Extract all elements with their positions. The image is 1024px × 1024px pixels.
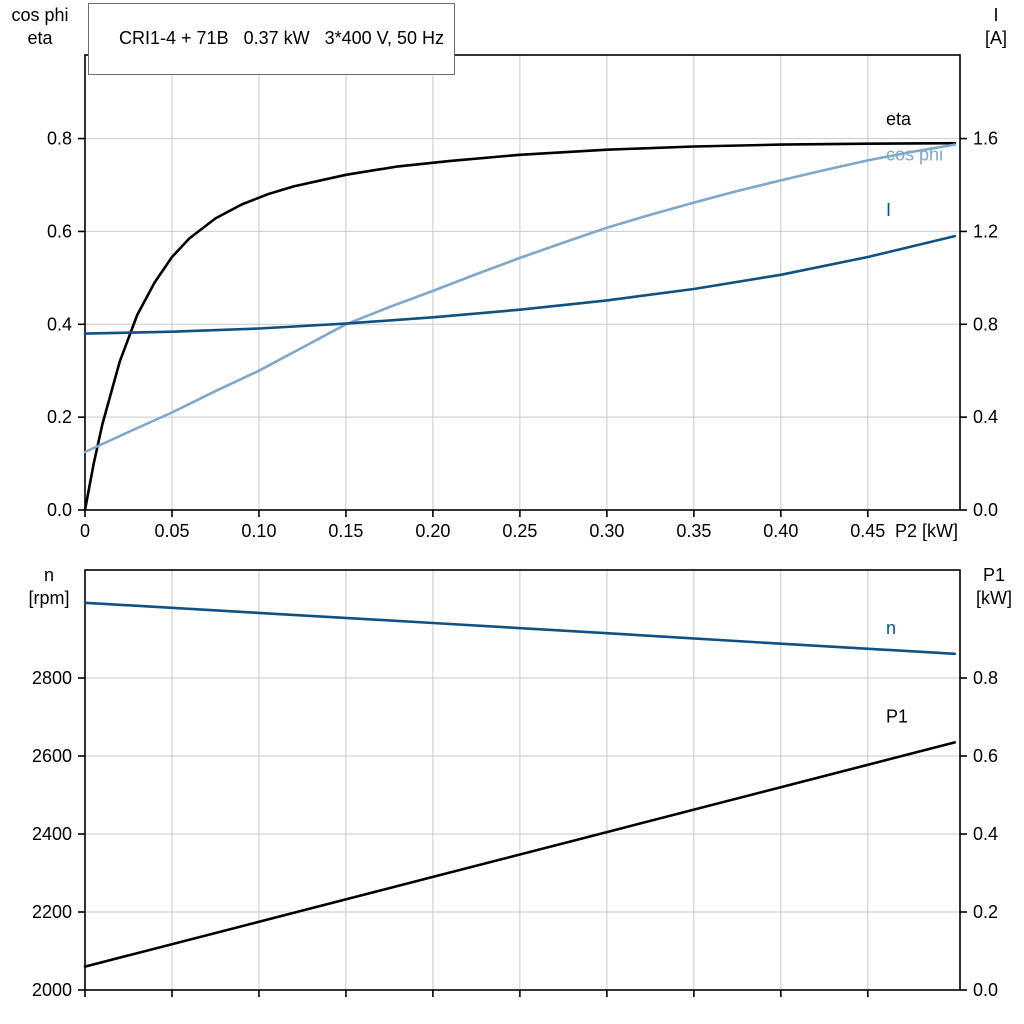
tick-label-bottom: 0.45: [850, 521, 885, 541]
tick-label-left: 0.6: [47, 221, 72, 241]
curve-I: [83, 234, 957, 335]
plot-frame: [84, 569, 961, 991]
tick-label-right: 0.2: [973, 902, 998, 922]
tick-label-left: 0.0: [47, 500, 72, 520]
tick-label-bottom: 0.40: [763, 521, 798, 541]
curve-label-eta: eta: [886, 109, 912, 129]
plot-frame: [84, 54, 961, 511]
right-axis-title-line2: [A]: [984, 28, 1007, 48]
right-axis-title-line1: I: [993, 5, 999, 25]
tick-label-left: 2000: [32, 980, 72, 1000]
chart-title: CRI1-4 + 71B 0.37 kW 3*400 V, 50 Hz: [119, 28, 445, 48]
rpm-axis-title-line2: [rpm]: [28, 588, 70, 608]
tick-label-left: 0.4: [47, 314, 72, 334]
bottom-left-axis-title: n [rpm]: [14, 564, 84, 610]
curve-label-I: I: [886, 200, 891, 220]
curve-label-P1: P1: [886, 706, 908, 726]
tick-label-left: 2600: [32, 746, 72, 766]
tick-label-bottom: 0.35: [676, 521, 711, 541]
tick-label-right: 0.8: [973, 314, 998, 334]
x-axis-label: P2 [kW]: [895, 521, 958, 541]
tick-label-bottom: 0.15: [328, 521, 363, 541]
left-axis-title-line1: cos phi: [11, 5, 69, 25]
tick-label-left: 2200: [32, 902, 72, 922]
tick-label-right: 0.4: [973, 824, 998, 844]
tick-label-bottom: 0.05: [154, 521, 189, 541]
curve-P1: [83, 741, 957, 968]
curve-eta: [83, 141, 957, 512]
tick-label-bottom: 0: [80, 521, 90, 541]
tick-label-left: 0.2: [47, 407, 72, 427]
p1-axis-title-line2: [kW]: [976, 588, 1012, 608]
tick-label-right: 0.6: [973, 746, 998, 766]
bottom-right-axis-title: P1 [kW]: [966, 564, 1022, 610]
curve-cos-phi: [83, 143, 957, 454]
tick-label-bottom: 0.20: [415, 521, 450, 541]
tick-label-bottom: 0.30: [589, 521, 624, 541]
tick-label-left: 2800: [32, 668, 72, 688]
tick-label-bottom: 0.10: [241, 521, 276, 541]
top-right-axis-title: I [A]: [972, 4, 1020, 50]
tick-label-right: 0.0: [973, 980, 998, 1000]
tick-label-left: 0.8: [47, 129, 72, 149]
tick-label-right: 1.6: [973, 129, 998, 149]
left-axis-title-line2: eta: [27, 28, 53, 48]
curve-label-cos-phi: cos phi: [886, 145, 943, 165]
tick-label-right: 0.4: [973, 407, 998, 427]
tick-label-left: 2400: [32, 824, 72, 844]
rpm-axis-title-line1: n: [43, 565, 54, 585]
tick-label-right: 1.2: [973, 221, 998, 241]
tick-label-right: 0.0: [973, 500, 998, 520]
chart-title-box: CRI1-4 + 71B 0.37 kW 3*400 V, 50 Hz: [88, 3, 456, 75]
tick-label-right: 0.8: [973, 668, 998, 688]
p1-axis-title-line1: P1: [982, 565, 1006, 585]
curve-n: [83, 601, 957, 656]
top-left-axis-title: cos phi eta: [0, 4, 80, 50]
tick-label-bottom: 0.25: [502, 521, 537, 541]
curve-label-n: n: [886, 618, 896, 638]
